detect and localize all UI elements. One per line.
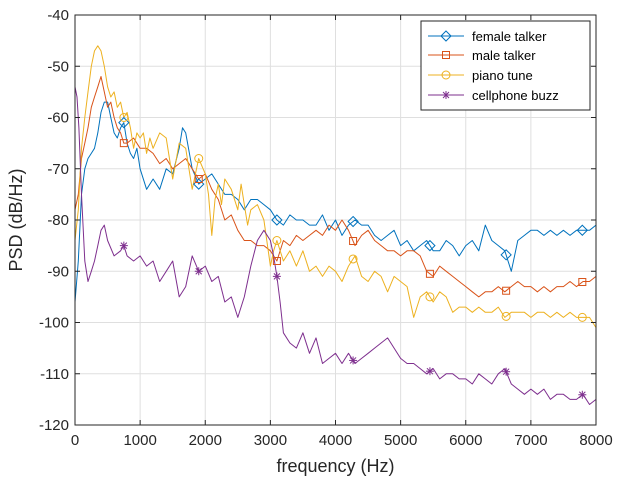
data-marker-female-talker (576, 224, 589, 236)
data-marker-male-talker (272, 257, 281, 265)
data-marker-piano-tune (501, 311, 511, 321)
x-tick-label: 7000 (514, 432, 547, 449)
data-marker-piano-tune (348, 254, 358, 264)
x-tick-label: 8000 (579, 432, 612, 449)
data-marker-cellphone-buzz (502, 367, 511, 376)
y-tick-label: -80 (47, 212, 69, 229)
data-marker-female-talker (347, 215, 359, 228)
legend-marker-diamond-icon (440, 30, 452, 42)
legend-entry-female-talker: female talker (428, 29, 547, 44)
x-tick-label: 2000 (189, 432, 222, 449)
x-tick-label: 0 (71, 432, 79, 449)
data-marker-cellphone-buzz (194, 267, 203, 276)
data-marker-female-talker (424, 239, 436, 252)
data-marker-male-talker (349, 237, 358, 246)
data-marker-cellphone-buzz (425, 367, 434, 376)
y-tick-label: -60 (47, 110, 69, 127)
series-markers (118, 113, 589, 399)
y-tick-label: -40 (47, 7, 69, 24)
data-marker-cellphone-buzz (349, 356, 358, 365)
data-marker-cellphone-buzz (272, 272, 281, 281)
data-marker-cellphone-buzz (119, 241, 128, 250)
legend-entry-male-talker: male talker (428, 48, 536, 63)
legend: female talker male talker piano tune cel… (420, 20, 591, 111)
data-marker-male-talker (578, 278, 587, 287)
data-marker-female-talker (271, 214, 283, 226)
legend-marker-asterisk-icon (442, 91, 450, 99)
series-line-female-talker (74, 101, 597, 303)
legend-entry-cellphone-buzz: cellphone buzz (428, 88, 559, 103)
x-tick-label: 5000 (384, 432, 417, 449)
y-tick-label: -100 (39, 315, 69, 332)
legend-label-piano-tune: piano tune (472, 68, 533, 83)
data-marker-female-talker (500, 249, 512, 261)
data-marker-male-talker (194, 175, 203, 183)
axis-ticks: 0 1000 2000 3000 4000 5000 6000 7000 8000 -40 -50 -… (39, 7, 613, 449)
x-tick-label: 4000 (319, 432, 352, 449)
legend-label-female-talker: female talker (472, 29, 547, 44)
y-tick-label: -50 (47, 58, 69, 75)
data-marker-piano-tune (577, 312, 587, 322)
legend-label-male-talker: male talker (472, 48, 536, 63)
data-marker-piano-tune (119, 113, 129, 122)
data-marker-male-talker (119, 139, 128, 148)
data-marker-piano-tune (194, 154, 204, 163)
data-marker-piano-tune (425, 292, 435, 302)
data-marker-female-talker (118, 116, 130, 129)
data-marker-male-talker (425, 269, 434, 278)
y-tick-label: -120 (39, 417, 69, 434)
legend-marker-circle-icon (441, 70, 451, 80)
y-axis-label: PSD (dB/Hz) (6, 168, 26, 271)
data-marker-cellphone-buzz (578, 390, 587, 399)
series-line-cellphone-buzz (74, 86, 597, 405)
legend-entry-piano-tune: piano tune (428, 68, 533, 83)
x-tick-label: 3000 (254, 432, 287, 449)
data-marker-male-talker (502, 286, 511, 295)
data-marker-piano-tune (272, 236, 282, 245)
x-tick-label: 6000 (449, 432, 482, 449)
x-tick-label: 1000 (123, 432, 156, 449)
y-tick-label: -70 (47, 161, 69, 178)
legend-label-cellphone-buzz: cellphone buzz (472, 88, 559, 103)
legend-marker-square-icon (442, 51, 450, 59)
x-axis-label: frequency (Hz) (276, 456, 394, 476)
y-tick-label: -90 (47, 263, 69, 280)
y-tick-label: -110 (40, 366, 69, 383)
